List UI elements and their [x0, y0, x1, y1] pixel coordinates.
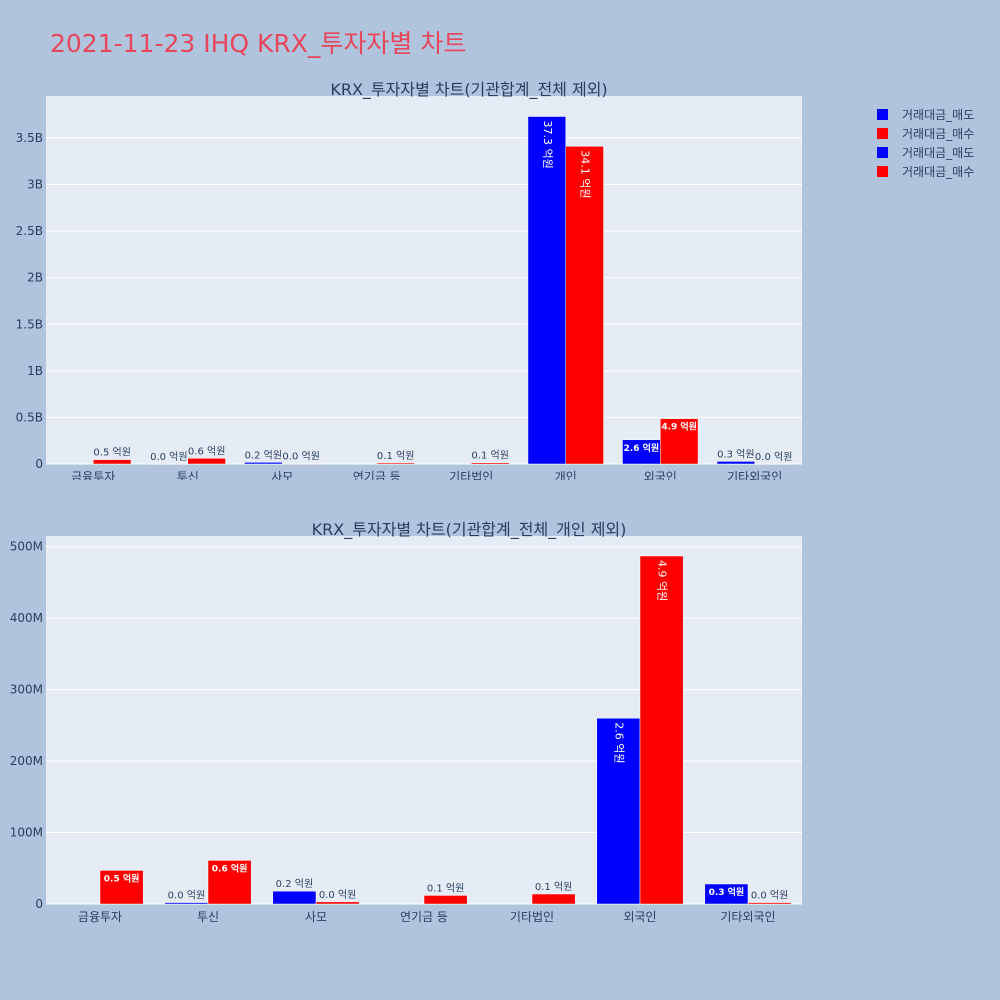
data-label: 0.1 억원	[471, 450, 508, 462]
y-tick-label: 0.5B	[16, 410, 43, 424]
bar-sell[interactable]	[149, 463, 188, 465]
data-label: 0.0 억원	[282, 451, 319, 463]
x-tick-label: 연기금 등	[400, 910, 448, 924]
x-tick-label: 외국인	[623, 910, 656, 924]
y-tick-label: 2.5B	[16, 224, 43, 238]
y-tick-label: 100M	[10, 826, 43, 840]
x-tick-label: 기타법인	[449, 470, 493, 480]
data-label: 0.1 억원	[427, 882, 464, 894]
x-tick-label: 개인	[555, 470, 577, 480]
legend-item-sell-2[interactable]: 거래대금_매도	[877, 146, 974, 160]
legend-item-buy-1[interactable]: 거래대금_매수	[877, 127, 974, 141]
data-label: 0.0 억원	[319, 889, 356, 901]
legend-item-sell-1[interactable]: 거래대금_매도	[877, 108, 974, 122]
legend-swatch	[877, 147, 888, 158]
data-label: 0.6 억원	[188, 445, 225, 457]
x-tick-label: 기타외국인	[727, 470, 782, 480]
x-tick-label: 금융투자	[71, 470, 115, 480]
data-label: 0.2 억원	[245, 449, 282, 461]
plot-area	[46, 96, 802, 464]
chart-bottom: 0 100M 200M 300M 400M 500M KRX_투자자별 차트(기관합계_전체…	[10, 520, 802, 924]
y-tick-label: 1B	[27, 364, 43, 378]
bar-sell[interactable]	[164, 902, 209, 905]
data-label: 0.3 억원	[709, 886, 745, 898]
data-label: 2.6 억원	[612, 722, 625, 763]
data-label: 0.6 억원	[212, 862, 248, 874]
bar-buy[interactable]	[660, 418, 699, 465]
chart-title: KRX_투자자별 차트(기관합계_전체 제외)	[330, 80, 607, 100]
bar-sell[interactable]	[272, 890, 317, 905]
x-tick-label: 기타외국인	[720, 910, 775, 924]
bar-buy[interactable]	[471, 462, 510, 465]
legend-swatch	[877, 166, 888, 177]
x-tick-label: 연기금 등	[353, 470, 401, 480]
bar-buy[interactable]	[423, 895, 468, 905]
bar-buy[interactable]	[376, 462, 415, 465]
data-label: 4.9 억원	[661, 421, 697, 433]
legend-label: 거래대금_매수	[902, 127, 974, 141]
legend[interactable]: 거래대금_매도 거래대금_매수 거래대금_매도 거래대금_매수	[868, 104, 1000, 194]
y-tick-label: 500M	[10, 540, 43, 554]
legend-swatch	[877, 128, 888, 139]
y-tick-label: 0	[35, 897, 43, 911]
x-tick-label: 금융투자	[78, 910, 122, 924]
bar-buy[interactable]	[639, 555, 684, 905]
bar-buy[interactable]	[282, 463, 321, 465]
bar-sell[interactable]	[622, 439, 661, 465]
bar-buy[interactable]	[565, 146, 604, 465]
y-tick-label: 1.5B	[16, 317, 43, 331]
plot-area	[46, 536, 802, 904]
bar-buy[interactable]	[754, 463, 793, 465]
bar-buy[interactable]	[99, 870, 144, 905]
data-label: 0.5 억원	[104, 872, 140, 884]
chart-top: 0 0.5B 1B 1.5B 2B 2.5B 3B 3.5B KRX_투자자별 차트(기관합계_…	[16, 80, 802, 480]
bar-buy[interactable]	[531, 893, 576, 905]
y-tick-label: 300M	[10, 683, 43, 697]
y-tick-label: 3B	[27, 178, 43, 192]
x-tick-label: 기타법인	[510, 910, 554, 924]
x-tick-label: 투신	[197, 910, 219, 924]
data-label: 0.0 억원	[755, 451, 792, 463]
data-label: 34.1 억원	[579, 150, 592, 198]
y-tick-label: 200M	[10, 754, 43, 768]
data-label: 0.5 억원	[93, 447, 130, 459]
data-label: 37.3 억원	[541, 120, 554, 168]
chart-title: KRX_투자자별 차트(기관합계_전체_개인 제외)	[312, 520, 627, 540]
x-tick-label: 사모	[271, 470, 293, 480]
data-label: 0.0 억원	[751, 890, 788, 902]
bar-sell[interactable]	[596, 717, 641, 905]
bar-buy[interactable]	[93, 459, 132, 465]
legend-swatch	[877, 109, 888, 120]
y-tick-label: 2B	[27, 271, 43, 285]
y-tick-label: 3.5B	[16, 131, 43, 145]
bar-buy[interactable]	[187, 458, 226, 465]
bar-buy[interactable]	[747, 902, 792, 905]
data-label: 4.9 억원	[656, 560, 669, 601]
legend-item-buy-2[interactable]: 거래대금_매수	[877, 165, 974, 179]
data-label: 0.2 억원	[276, 878, 313, 890]
bar-sell[interactable]	[704, 883, 749, 905]
y-tick-label: 0	[35, 457, 43, 471]
data-label: 0.1 억원	[377, 450, 414, 462]
legend-label: 거래대금_매수	[902, 165, 974, 179]
bar-buy[interactable]	[207, 860, 252, 905]
x-tick-label: 외국인	[644, 470, 677, 480]
data-label: 2.6 억원	[624, 442, 660, 454]
bar-sell[interactable]	[716, 461, 756, 465]
y-tick-label: 400M	[10, 611, 43, 625]
bar-sell[interactable]	[244, 462, 283, 465]
data-label: 0.0 억원	[150, 451, 187, 463]
bar-buy[interactable]	[315, 901, 360, 905]
data-label: 0.3 억원	[717, 448, 754, 460]
data-label: 0.1 억원	[535, 881, 572, 893]
x-tick-label: 투신	[177, 470, 199, 480]
bar-sell[interactable]	[527, 116, 567, 465]
main-title: 2021-11-23 IHQ KRX_투자자별 차트	[50, 29, 467, 58]
data-label: 0.0 억원	[168, 890, 205, 902]
legend-label: 거래대금_매도	[902, 146, 974, 160]
legend-label: 거래대금_매도	[902, 108, 974, 122]
x-tick-label: 사모	[305, 910, 327, 924]
